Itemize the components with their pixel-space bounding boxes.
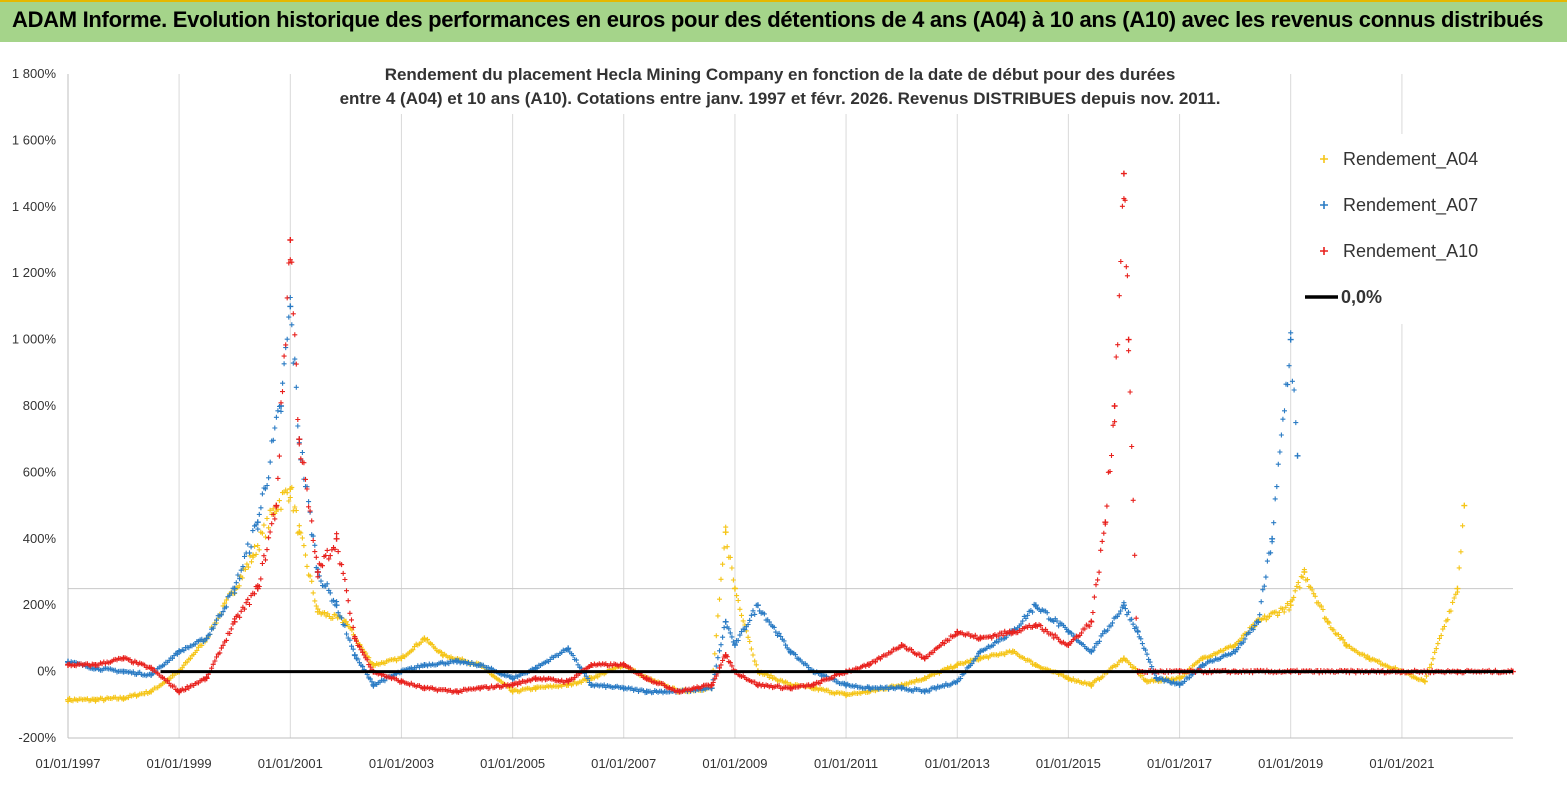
legend-label: Rendement_A07 — [1343, 195, 1478, 216]
data-point — [1287, 336, 1294, 343]
legend-label: 0,0% — [1341, 287, 1382, 307]
subtitle-box — [322, 54, 1240, 114]
data-point — [287, 303, 294, 310]
legend-item-rendement-a04: Rendement_A04 — [1320, 149, 1478, 170]
legend-marker — [1320, 247, 1328, 255]
y-tick-label: 800% — [23, 398, 57, 413]
data-point — [333, 535, 340, 542]
x-tick-label: 01/01/2015 — [1036, 756, 1101, 771]
legend-item-rendement-a07: Rendement_A07 — [1320, 195, 1478, 216]
legend-item-zero-line: 0,0% — [1305, 287, 1382, 307]
data-point — [722, 529, 729, 536]
y-tick-label: 1 400% — [12, 199, 57, 214]
chart-subtitle-line1: Rendement du placement Hecla Mining Comp… — [385, 65, 1176, 84]
data-point — [1111, 403, 1118, 409]
y-tick-label: 200% — [23, 597, 57, 612]
y-tick-label: -200% — [18, 730, 56, 745]
y-tick-label: 1 800% — [12, 66, 57, 81]
legend-label: Rendement_A10 — [1343, 241, 1478, 262]
x-tick-label: 01/01/2017 — [1147, 756, 1212, 771]
data-point — [1294, 452, 1301, 459]
x-tick-label: 01/01/2007 — [591, 756, 656, 771]
data-point — [1120, 170, 1127, 177]
legend-item-rendement-a10: Rendement_A10 — [1320, 241, 1478, 262]
y-tick-label: 1 600% — [12, 132, 57, 147]
x-tick-label: 01/01/2005 — [480, 756, 545, 771]
legend-marker — [1320, 155, 1328, 163]
x-tick-label: 01/01/2013 — [925, 756, 990, 771]
page-title: ADAM Informe. Evolution historique des p… — [12, 7, 1544, 32]
y-tick-label: 1 000% — [12, 332, 57, 347]
x-tick-label: 01/01/2021 — [1369, 756, 1434, 771]
data-point — [296, 436, 303, 443]
x-axis: 01/01/1997 01/01/1999 01/01/2001 01/01/2003… — [35, 737, 1513, 771]
data-point — [314, 569, 321, 575]
data-point — [254, 519, 261, 526]
legend-marker — [1320, 201, 1328, 209]
x-tick-label: 01/01/2001 — [258, 756, 323, 771]
data-point — [1461, 502, 1468, 509]
series-rendement-a04 — [65, 484, 1468, 704]
chart-legend: Rendement_A04 Rendement_A07 Rendement_A10 0… — [1292, 134, 1520, 324]
y-tick-label: 400% — [23, 531, 57, 546]
data-point — [1125, 336, 1132, 343]
series-layer — [65, 170, 1516, 704]
x-tick-label: 01/01/1997 — [35, 756, 100, 771]
chart-gridlines — [67, 74, 1513, 738]
y-tick-label: 0% — [37, 664, 56, 679]
y-axis: -200% 0% 200% 400% 600% 800% 1 000% 1 200% 1 400… — [12, 66, 69, 745]
x-tick-label: 01/01/2009 — [702, 756, 767, 771]
x-tick-label: 01/01/2003 — [369, 756, 434, 771]
header-banner: ADAM Informe. Evolution historique des p… — [0, 0, 1567, 42]
x-tick-label: 01/01/2011 — [814, 756, 878, 771]
y-tick-label: 1 200% — [12, 265, 57, 280]
data-point — [287, 237, 294, 243]
x-tick-label: 01/01/1999 — [147, 756, 212, 771]
x-tick-label: 01/01/2019 — [1258, 756, 1323, 771]
chart-subtitle-line2: entre 4 (A04) et 10 ans (A10). Cotations… — [340, 89, 1221, 108]
legend-label: Rendement_A04 — [1343, 149, 1478, 170]
y-tick-label: 600% — [23, 464, 57, 479]
scatter-chart: -200% 0% 200% 400% 600% 800% 1 000% 1 200% 1 400… — [0, 42, 1567, 790]
legend-box — [1292, 134, 1520, 324]
